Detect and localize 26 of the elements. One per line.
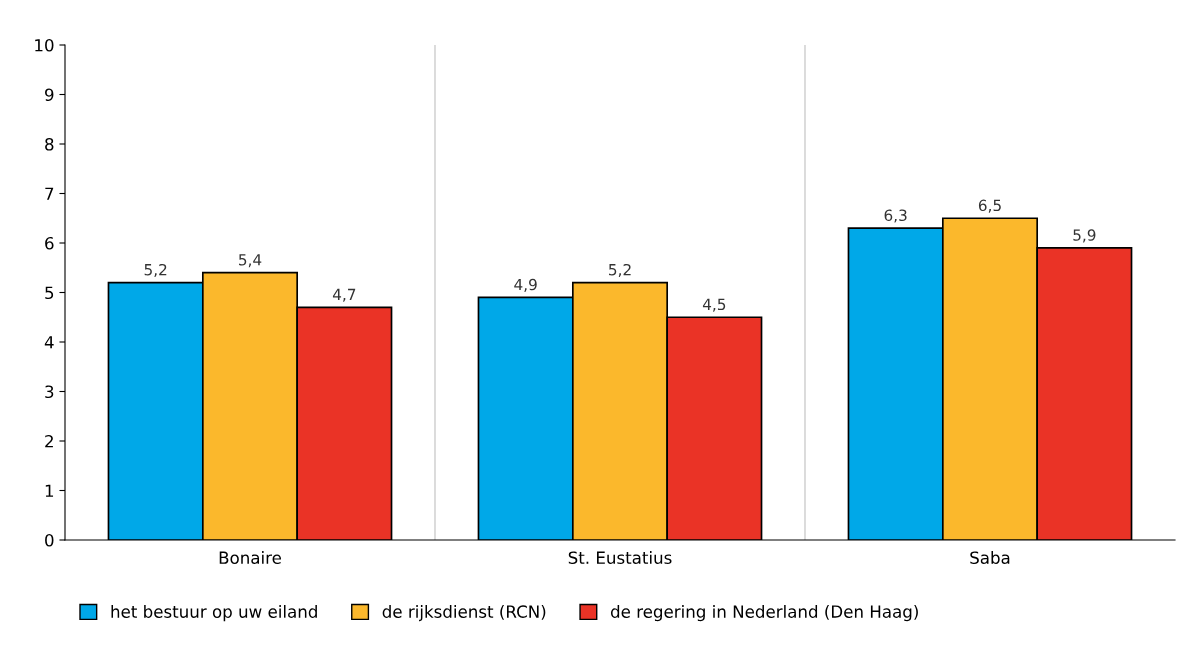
legend-label: de rijksdienst (RCN) [382, 605, 546, 622]
y-tick-label: 6 [45, 236, 54, 250]
legend-label: het bestuur op uw eiland [111, 605, 317, 622]
y-tick-label: 5 [45, 286, 54, 300]
y-tick-label: 8 [45, 137, 54, 151]
data-label: 4,7 [332, 288, 356, 302]
data-label: 5,9 [1073, 229, 1096, 243]
y-tick-label: 7 [45, 187, 54, 200]
data-label: 5,2 [144, 263, 167, 278]
y-tick-label: 9 [45, 88, 54, 102]
data-label: 4,9 [514, 278, 537, 292]
legend-label: de regering in Nederland (Den Haag) [610, 605, 918, 622]
data-label: 5,2 [609, 263, 631, 278]
data-label: 6,3 [884, 209, 907, 223]
x-tick-label: Bonaire [219, 551, 281, 565]
data-label: 5,4 [239, 254, 262, 268]
x-tick-label: St. Eustatius [568, 551, 672, 565]
y-tick-label: 4 [44, 336, 54, 349]
y-tick-label: 10 [35, 38, 54, 52]
x-tick-label: Saba [970, 551, 1010, 565]
data-label: 6,5 [978, 199, 1001, 213]
y-tick-label: 3 [45, 385, 54, 399]
y-tick-label: 2 [45, 434, 53, 448]
y-tick-label: 0 [45, 533, 54, 547]
data-label: 4,5 [702, 298, 726, 312]
y-tick-label: 1 [45, 484, 54, 497]
